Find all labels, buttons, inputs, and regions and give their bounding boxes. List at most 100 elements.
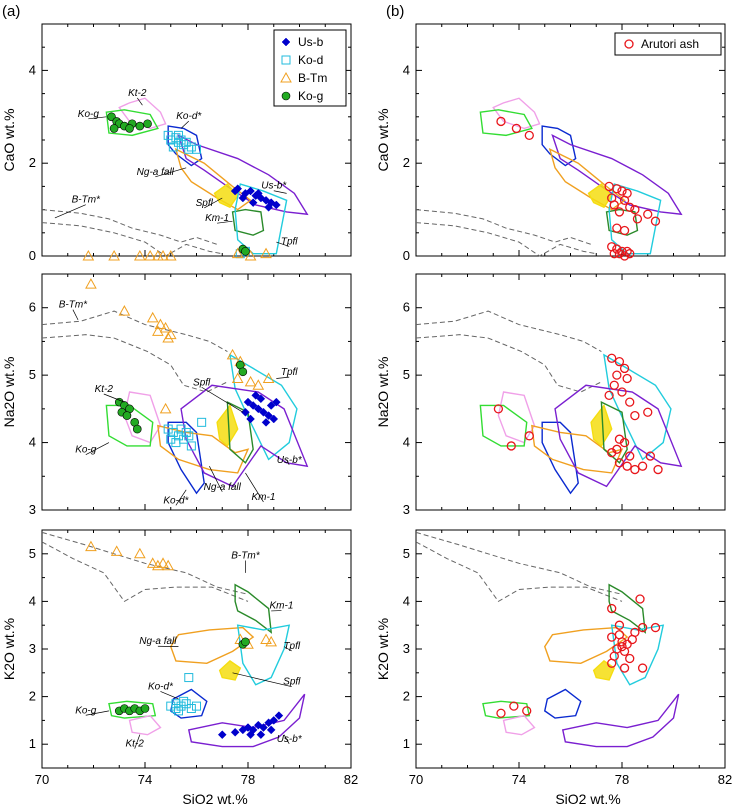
annotation-label: Ko-d*: [176, 111, 202, 122]
field-tpfl: [236, 624, 291, 686]
point-ko-g: [241, 247, 250, 256]
field-ng-a-fall: [174, 147, 252, 211]
point-arutori-ash: [612, 223, 622, 233]
point-arutori-ash: [522, 706, 532, 716]
point-arutori-ash: [609, 200, 619, 210]
point-arutori-ash: [607, 353, 617, 363]
legend-a: Us-b Ko-d B-Tm Ko-g: [273, 29, 347, 107]
point-us-b: [243, 397, 253, 407]
point-us-b: [253, 404, 263, 414]
point-ko-g: [238, 367, 248, 377]
point-arutori-ash: [630, 204, 640, 215]
point-ko-g: [132, 424, 142, 434]
point-ko-d: [173, 130, 183, 140]
point-us-b: [217, 730, 227, 740]
btm-boundary-line: [415, 209, 592, 245]
field-km-1: [605, 208, 639, 236]
annotation-label: Km-1: [205, 213, 229, 224]
annotation-label: Ng-a fall: [137, 167, 175, 178]
point-b-tm: [162, 559, 175, 571]
field-tpfl: [608, 183, 662, 255]
y-axis-label: CaO wt.%: [375, 108, 391, 171]
field-ko-d-: [541, 125, 577, 167]
point-b-tm: [152, 325, 164, 336]
point-ko-d: [186, 142, 196, 152]
legend-marker-ko-g: [281, 91, 291, 101]
x-tick-label: 82: [344, 772, 358, 787]
field-km-1: [231, 208, 265, 236]
point-arutori-ash: [612, 244, 622, 254]
point-arutori-ash: [607, 632, 617, 642]
point-us-b: [266, 401, 276, 410]
point-us-b: [264, 202, 273, 212]
point-arutori-ash: [643, 209, 653, 219]
point-arutori-ash: [614, 207, 625, 217]
point-b-tm: [244, 375, 257, 387]
point-arutori-ash: [609, 249, 619, 259]
plot-frame: [41, 273, 352, 511]
point-us-b: [271, 200, 281, 210]
point-ko-d: [197, 417, 207, 427]
annotation-leader: [85, 442, 110, 455]
point-b-tm: [82, 249, 95, 261]
point-arutori-ash: [617, 387, 627, 397]
x-tick-label: 82: [718, 772, 732, 787]
point-b-tm: [146, 311, 159, 323]
y-tick-label: 6: [403, 300, 410, 315]
field-km-1: [600, 400, 628, 464]
point-us-b: [261, 417, 271, 427]
y-tick-label: 3: [29, 502, 36, 517]
field-ng-a-fall: [548, 147, 626, 211]
point-arutori-ash: [496, 116, 506, 127]
point-arutori-ash: [619, 437, 630, 448]
point-arutori-ash: [622, 461, 632, 471]
point-b-tm: [146, 557, 159, 568]
point-arutori-ash: [635, 594, 645, 604]
point-us-b: [274, 711, 284, 720]
legend-label-us-b: Us-b: [298, 35, 324, 49]
y-tick-label: 3: [403, 641, 410, 656]
field-us-b-: [561, 693, 680, 748]
y-tick-label: 2: [29, 155, 36, 170]
annotation-label: Km-1: [270, 601, 294, 612]
point-b-tm: [152, 559, 164, 571]
annotation-leader: [175, 489, 187, 506]
point-b-tm: [108, 249, 120, 261]
btm-boundary-line: [415, 310, 602, 352]
point-b-tm: [231, 247, 244, 259]
plot-frame: [415, 273, 726, 511]
point-us-b: [269, 716, 279, 725]
point-us-b: [246, 414, 255, 424]
annotation-label: B-Tm*: [231, 551, 260, 562]
field-tpfl: [610, 624, 665, 686]
field-ko-d-: [543, 688, 582, 719]
legend-box: [614, 32, 722, 56]
field-ko-g: [479, 404, 528, 447]
point-arutori-ash: [496, 708, 506, 718]
annotation-leader: [209, 466, 223, 492]
point-arutori-ash: [612, 370, 622, 380]
chart-panel-3: 0 2 4 CaO wt.%: [375, 23, 726, 263]
point-arutori-ash: [625, 249, 635, 259]
point-ko-d: [171, 133, 181, 143]
point-arutori-ash: [619, 225, 630, 236]
annotation-label: Tpfl: [281, 367, 298, 378]
y-tick-label: 1: [403, 736, 410, 751]
annotation-label: Kt-2: [128, 88, 147, 99]
btm-boundary-line: [415, 334, 602, 393]
point-ko-d: [181, 699, 191, 709]
point-us-b: [253, 189, 263, 198]
annotation-leader: [283, 646, 292, 652]
annotation-label: Ko-g: [75, 705, 97, 716]
point-us-b: [246, 186, 255, 196]
point-b-tm: [226, 348, 239, 360]
legend-marker-us-b: [281, 37, 291, 47]
annotation-leader: [103, 393, 125, 403]
field-ng-a-fall: [169, 626, 255, 664]
point-arutori-ash: [630, 464, 640, 475]
point-us-b: [256, 730, 266, 740]
btm-boundary-line: [415, 541, 623, 603]
legend-b: Arutori ash: [614, 32, 722, 56]
y-axis-label: Na2O wt.%: [1, 357, 17, 428]
